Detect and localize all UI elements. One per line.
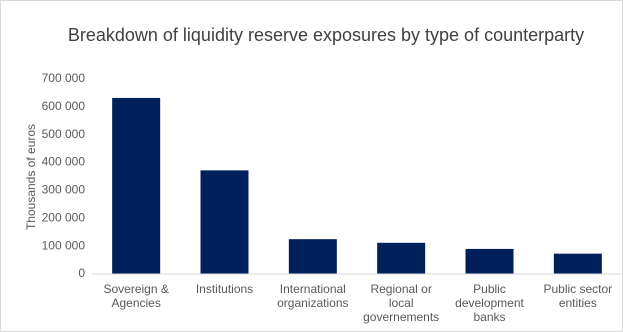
x-tick-label: Institutions [195, 282, 254, 296]
chart-title: Breakdown of liquidity reserve exposures… [68, 25, 584, 45]
bar [553, 253, 602, 274]
y-tick-label: 500 000 [42, 127, 86, 141]
x-tick-label: Public sector entities [543, 282, 613, 310]
bar [465, 248, 514, 274]
y-axis-title: Thousands of euros [24, 124, 38, 230]
bar [377, 242, 426, 274]
y-tick-label: 400 000 [42, 155, 86, 169]
bar [112, 97, 161, 274]
x-tick-label: International organizations [277, 282, 349, 310]
y-tick-label: 600 000 [42, 99, 86, 113]
x-tick-label: Sovereign & Agencies [103, 282, 169, 310]
bar [288, 239, 337, 274]
bar [200, 170, 249, 274]
x-tick-label: Public development banks [455, 282, 524, 324]
y-tick-label: 700 000 [42, 71, 86, 85]
y-tick-label: 300 000 [42, 183, 86, 197]
y-tick-label: 100 000 [42, 238, 86, 252]
x-tick-label: Regional or local governements [363, 282, 440, 324]
y-tick-label: 0 [78, 266, 85, 280]
y-tick-label: 200 000 [42, 210, 86, 224]
